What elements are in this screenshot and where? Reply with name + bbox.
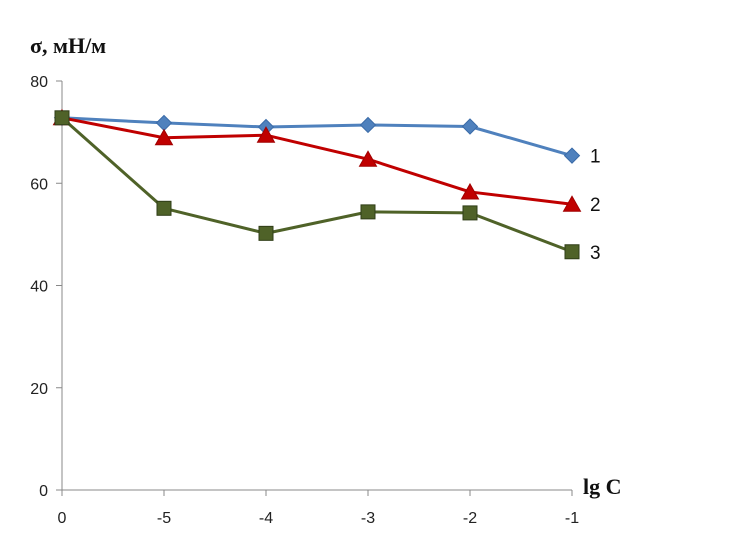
- data-point: [54, 110, 70, 126]
- data-point: [564, 244, 580, 260]
- series-label: 2: [590, 195, 601, 216]
- axes: [56, 80, 573, 496]
- x-tick-label: -4: [259, 510, 273, 527]
- y-tick-label: 60: [30, 176, 48, 193]
- x-tick-label: -5: [157, 510, 171, 527]
- data-point: [563, 147, 581, 164]
- y-tick-label: 0: [39, 483, 48, 500]
- series-1: 1: [53, 109, 601, 168]
- x-tick-label: -3: [361, 510, 375, 527]
- y-tick-label: 20: [30, 381, 48, 398]
- series-line: [61, 116, 573, 254]
- y-tick-labels: 0 20 40 60 80: [30, 74, 48, 500]
- x-tick-label: 0: [58, 510, 67, 527]
- data-point: [156, 200, 172, 216]
- y-tick-label: 40: [30, 279, 48, 296]
- x-tick-label: -1: [565, 510, 579, 527]
- x-axis-title: lg C: [583, 474, 622, 499]
- y-axis-title: σ, мН/м: [30, 33, 106, 58]
- data-point: [460, 182, 480, 200]
- series-line: [61, 116, 573, 158]
- series-label: 3: [590, 243, 601, 264]
- series-3: 3: [54, 110, 601, 264]
- data-point: [562, 195, 582, 212]
- series-group: 1 2 3: [52, 108, 601, 264]
- data-point: [258, 225, 274, 241]
- series-line: [61, 116, 573, 206]
- x-tick-label: -2: [463, 510, 477, 527]
- data-point: [461, 118, 479, 135]
- data-point: [360, 204, 376, 220]
- series-label: 1: [590, 147, 601, 168]
- data-point: [256, 126, 276, 143]
- y-tick-label: 80: [30, 74, 48, 91]
- data-point: [358, 150, 378, 167]
- x-tick-labels: 0 -5 -4 -3 -2 -1: [58, 510, 580, 527]
- data-point: [154, 128, 174, 146]
- data-point: [359, 116, 377, 134]
- data-point: [155, 114, 173, 132]
- data-point: [462, 205, 478, 221]
